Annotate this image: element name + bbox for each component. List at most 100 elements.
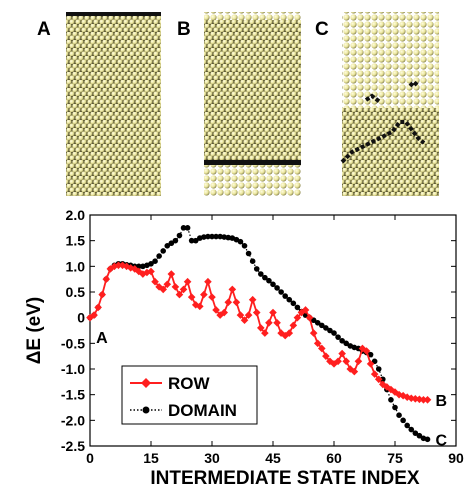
- series-row-point: [395, 390, 403, 399]
- series-row-point: [407, 394, 416, 403]
- legend-domain-label: DOMAIN: [168, 401, 237, 420]
- series-domain-point: [319, 322, 325, 329]
- annotation-b: B: [436, 393, 448, 410]
- y-tick-label: -2.0: [61, 412, 85, 428]
- series-domain-point: [209, 233, 215, 240]
- panel-a-lattice: [66, 12, 161, 196]
- series-row-point: [147, 267, 155, 276]
- series-row-point: [305, 313, 314, 322]
- series-domain-point: [245, 250, 252, 257]
- legend-row-label: ROW: [168, 374, 211, 393]
- panel-a: A: [37, 12, 161, 196]
- series-row-point: [313, 339, 322, 348]
- panel-a-top-row: [66, 12, 161, 16]
- series-row-point: [399, 391, 407, 400]
- series-domain-point: [380, 376, 386, 383]
- series-row-point: [163, 280, 172, 289]
- series-row-point: [204, 277, 212, 286]
- series-domain-point: [262, 274, 268, 281]
- series-domain-point: [184, 225, 191, 231]
- series-row-point: [261, 329, 269, 337]
- series-row-point: [228, 285, 237, 294]
- series-domain-point: [416, 432, 423, 439]
- series-row-point: [240, 316, 249, 325]
- y-tick-label: 0: [77, 310, 85, 326]
- series-domain-point: [168, 240, 175, 247]
- series-row-point: [208, 293, 216, 301]
- series-row-point: [374, 375, 383, 384]
- series-row-point: [273, 319, 281, 327]
- panel-c-domain-boundary: [340, 120, 426, 164]
- series-domain-point: [310, 317, 317, 324]
- series-domain-point: [270, 281, 276, 288]
- panel-b: B: [177, 12, 301, 196]
- series-domain-point: [148, 260, 154, 267]
- x-tick-label: 0: [86, 450, 94, 466]
- annotations: A B C: [96, 330, 447, 450]
- series-domain-point: [327, 327, 333, 334]
- panel-a-label: A: [37, 19, 51, 40]
- x-tick-label: 45: [265, 450, 281, 466]
- series-domain-point: [221, 234, 227, 240]
- series-domain-point: [424, 436, 431, 443]
- series-domain-point: [253, 266, 260, 272]
- series-domain-point: [258, 271, 264, 277]
- series-row-point: [285, 329, 294, 337]
- y-tick-label: 1.0: [66, 258, 86, 274]
- x-tick-label: 15: [143, 450, 159, 466]
- series-row-point: [309, 329, 318, 337]
- series-row-point: [114, 261, 123, 270]
- series-row-point: [257, 324, 265, 332]
- series-row-point: [322, 352, 330, 360]
- panel-b-lattice: [204, 20, 301, 160]
- series-domain-point: [213, 233, 219, 240]
- series-row-point: [196, 302, 204, 311]
- legend: ROW DOMAIN: [121, 365, 258, 425]
- series-domain-point: [294, 304, 301, 311]
- series-row-point: [370, 370, 379, 378]
- series-row-point: [232, 298, 241, 307]
- series-domain-point: [331, 330, 337, 336]
- series-domain-point: [408, 426, 415, 433]
- series-row-point: [326, 357, 334, 366]
- series-row-point: [179, 285, 188, 294]
- series-row-point: [419, 396, 428, 404]
- y-axis-title: ΔE (eV): [24, 297, 45, 365]
- series-domain-point: [164, 243, 171, 249]
- panel-c-lower-lattice: [342, 108, 439, 196]
- series-row-point: [94, 303, 102, 312]
- series-domain-point: [392, 404, 398, 411]
- series-row-point: [350, 367, 359, 376]
- series-row-point: [236, 311, 245, 319]
- y-tick-label: 0.5: [66, 284, 86, 300]
- series-row-point: [143, 268, 151, 277]
- series-row-point: [415, 395, 424, 404]
- series-domain-point: [367, 351, 374, 358]
- series-domain-point: [404, 422, 411, 429]
- series-domain-point: [136, 263, 142, 270]
- series-row-point: [159, 285, 167, 294]
- series-row-point: [289, 321, 298, 330]
- x-tick-label: 75: [387, 450, 403, 466]
- series-row-point: [265, 319, 273, 327]
- y-axis: 2.0 1.5 1.0 0.5 0 -0.5 -1.0 -1.5 -2.0 -2.5: [61, 207, 456, 454]
- panel-c: C: [315, 12, 439, 196]
- series-row-point: [216, 311, 224, 319]
- series-domain-point: [388, 397, 394, 403]
- series-domain-point: [176, 232, 183, 239]
- series-domain-point: [278, 289, 284, 295]
- series-row-point: [379, 380, 387, 389]
- series-row-point: [387, 385, 395, 394]
- series-domain-point: [290, 300, 297, 307]
- series-row-point: [171, 283, 180, 291]
- annotation-c: C: [436, 432, 448, 449]
- legend-box: [121, 365, 258, 425]
- series-row-point: [338, 349, 346, 358]
- series-domain-point: [152, 258, 158, 265]
- series-domain-point: [355, 345, 362, 352]
- series-row-point: [200, 290, 208, 299]
- series-domain-point: [188, 237, 195, 244]
- series-row-point: [346, 365, 355, 373]
- x-tick-label: 30: [204, 450, 220, 466]
- series-domain-point: [339, 337, 345, 344]
